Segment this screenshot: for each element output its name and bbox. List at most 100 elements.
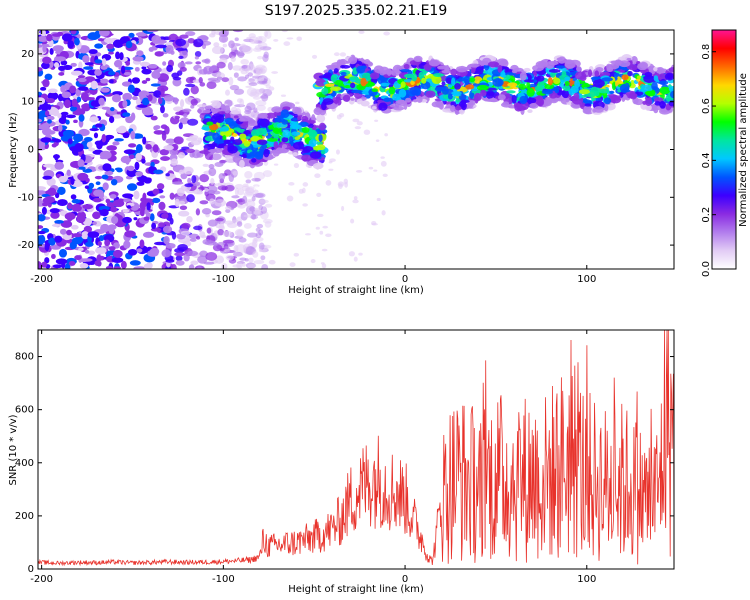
spectrogram-noise-cell <box>67 138 73 145</box>
spectrogram-noise-cell <box>51 143 57 148</box>
spectrogram-noise-cell <box>88 182 95 189</box>
spectrogram-noise-cell <box>47 187 57 197</box>
spectrogram-noise-cell <box>95 247 107 255</box>
spectrogram-noise-cell <box>179 34 189 39</box>
spectrogram-noise-cell <box>57 124 63 132</box>
spectrogram-signal-cell <box>379 66 389 74</box>
spectrogram-noise-cell <box>78 166 86 170</box>
spectrogram-noise-cell <box>179 200 186 205</box>
spectrogram-signal-cell <box>325 64 338 69</box>
spectrogram-signal-cell <box>527 109 533 114</box>
spectrogram-signal-cell <box>519 71 527 81</box>
spectrogram-signal-cell <box>555 65 566 69</box>
spectrogram-noise-cell <box>148 47 154 52</box>
spectrogram-noise-cell <box>56 199 68 206</box>
spectrogram-noise-cell <box>339 52 347 57</box>
spectrogram-noise-cell <box>69 85 77 94</box>
spectrogram-signal-cell <box>301 126 310 134</box>
spectrogram-noise-cell <box>147 94 153 102</box>
spectrogram-signal-cell <box>301 115 309 123</box>
spectrogram-noise-cell <box>42 44 47 53</box>
spectrogram-noise-cell <box>242 46 253 54</box>
spectrogram-noise-cell <box>260 255 266 261</box>
spectrogram-signal-cell <box>383 74 389 78</box>
spectrogram-noise-cell <box>58 175 68 183</box>
spectrogram-noise-cell <box>38 186 47 191</box>
spectrogram-signal-cell <box>320 150 326 155</box>
spectrogram-noise-cell <box>258 76 265 82</box>
spectrogram-signal-cell <box>279 148 289 154</box>
spectrogram-noise-cell <box>70 70 83 76</box>
spectrogram-noise-cell <box>238 237 247 243</box>
spectrogram-noise-cell <box>205 251 218 261</box>
spectrogram-noise-cell <box>38 140 44 148</box>
spectrogram-noise-cell <box>163 145 174 151</box>
spectrogram-noise-cell <box>61 33 73 42</box>
spectrogram-signal-cell <box>201 126 210 131</box>
spectrogram-signal-cell <box>292 106 301 115</box>
spectrogram-noise-cell <box>87 250 96 256</box>
spectrogram-noise-cell <box>162 61 167 66</box>
spectrogram-noise-cell <box>133 190 140 200</box>
spectrogram-signal-cell <box>470 68 476 74</box>
spectrogram-noise-cell <box>131 96 138 101</box>
spectrogram-noise-cell <box>262 170 273 178</box>
spectrogram-noise-cell <box>122 216 132 224</box>
spectrogram-noise-cell <box>77 172 89 181</box>
spectrogram-noise-cell <box>171 72 180 79</box>
spectrogram-signal-cell <box>458 101 466 108</box>
spectrogram-noise-cell <box>150 161 155 168</box>
snr-y-tick-label: 200 <box>15 511 34 522</box>
spectrogram-signal-cell <box>369 72 380 80</box>
spectrogram-signal-cell <box>380 82 390 87</box>
spectrogram-signal-cell <box>224 117 234 124</box>
spectrogram-signal-cell <box>356 98 363 105</box>
spectrogram-noise-cell <box>177 152 186 159</box>
spectrogram-signal-cell <box>409 86 422 96</box>
spectrogram-noise-cell <box>87 231 100 238</box>
spectrogram-signal-cell <box>640 84 653 93</box>
spectrogram-noise-cell <box>183 253 190 262</box>
spectrogram-noise-cell <box>70 62 77 67</box>
spectrogram-signal-cell <box>627 70 633 77</box>
spectrogram-signal-cell <box>239 133 247 140</box>
spectrogram-signal-cell <box>318 122 326 131</box>
spectrogram-signal-cell <box>603 97 612 105</box>
spectrogram-noise-cell <box>112 249 123 258</box>
spectrogram-noise-cell <box>38 196 42 203</box>
spectrogram-noise-cell <box>92 221 97 226</box>
spectrogram-noise-cell <box>169 217 174 225</box>
spectrogram-noise-cell <box>109 194 117 199</box>
spectrogram-noise-cell <box>71 233 83 238</box>
snr-y-label: SNR (10 * v/v) <box>8 414 19 485</box>
spectrogram-noise-cell <box>187 177 192 184</box>
spectrogram-signal-cell <box>282 144 288 149</box>
spectrogram-noise-cell <box>315 226 320 230</box>
spectrogram-noise-cell <box>55 258 68 265</box>
spectrogram-signal-cell <box>497 64 503 73</box>
spectrogram-noise-cell <box>44 196 56 203</box>
spectrogram-noise-cell <box>302 203 308 207</box>
spectrogram-signal-cell <box>259 118 270 128</box>
spectrogram-noise-cell <box>113 59 123 68</box>
spectrogram-noise-cell <box>50 211 60 219</box>
spectrogram-noise-cell <box>64 99 71 109</box>
spectrogram-noise-cell <box>169 149 179 156</box>
spectrogram-signal-cell <box>488 98 498 102</box>
spectrogram-noise-cell <box>46 33 53 42</box>
spectrogram-signal-cell <box>601 77 614 82</box>
spectrogram-noise-cell <box>296 36 302 42</box>
spectrogram-noise-cell <box>289 262 296 267</box>
spectrogram-noise-cell <box>178 169 185 175</box>
spectrogram-signal-cell <box>450 68 458 76</box>
spectrogram-noise-cell <box>139 208 145 217</box>
spectrogram-noise-cell <box>47 104 52 110</box>
spectrogram-signal-cell <box>449 104 456 113</box>
spectrogram-y-tick-label: -20 <box>18 240 34 251</box>
spectrogram-noise-cell <box>178 122 183 130</box>
spectrogram-noise-cell <box>245 179 252 184</box>
spectrogram-signal-cell <box>441 85 449 95</box>
spectrogram-noise-cell <box>42 56 52 64</box>
spectrogram-y-tick-label: 0 <box>28 145 34 156</box>
spectrogram-noise-cell <box>86 141 93 148</box>
